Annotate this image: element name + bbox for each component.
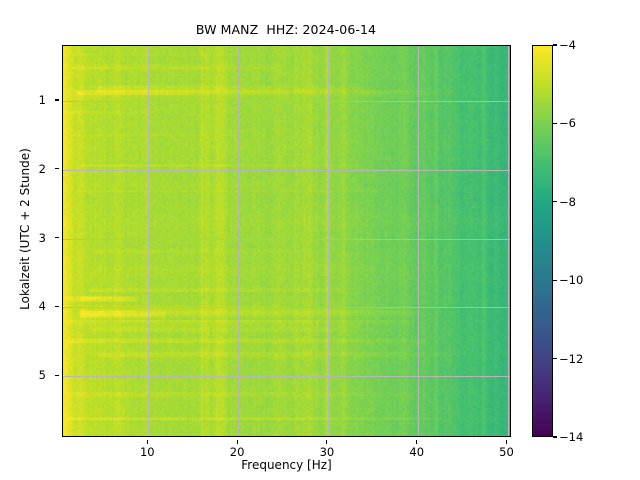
colorbar-tick-label-2: −8 — [559, 194, 576, 209]
y-tick-label-4: 4 — [38, 299, 46, 314]
y-tick-mark-2 — [55, 168, 59, 170]
spectrogram-axes[interactable] — [62, 45, 511, 437]
colorbar-tick-label-5: −14 — [559, 430, 584, 444]
y-tick-mark-3 — [55, 236, 59, 239]
x-tick-mark-20 — [236, 440, 238, 444]
x-axis-label: Frequency [Hz] — [241, 458, 332, 472]
colorbar-tick-label-3: −10 — [559, 273, 584, 288]
spectrogram-image — [63, 46, 510, 436]
x-tick-label-10: 10 — [139, 445, 155, 459]
page-title: BW MANZ HHZ: 2024-06-14 — [195, 22, 377, 37]
x-tick-label-50: 50 — [499, 445, 514, 459]
y-tick-label-3: 3 — [38, 230, 46, 245]
colorbar-tick-mark-1 — [553, 122, 557, 124]
colorbar-tick-label-0: −4 — [559, 38, 576, 52]
x-tick-mark-50 — [505, 440, 508, 444]
y-tick-label-2: 2 — [38, 161, 46, 176]
colorbar-tick-mark-5 — [553, 436, 557, 438]
x-tick-label-20: 20 — [229, 445, 245, 459]
colorbar[interactable] — [532, 45, 553, 437]
y-axis-ticks: 1 2 3 4 5 — [0, 45, 59, 437]
y-tick-mark-4 — [55, 305, 59, 307]
y-tick-mark-5 — [55, 374, 59, 376]
x-tick-mark-30 — [326, 440, 328, 444]
x-tick-label-30: 30 — [319, 445, 335, 459]
colorbar-tick-label-1: −6 — [559, 116, 576, 131]
colorbar-tick-label-4: −12 — [559, 351, 584, 366]
y-tick-label-5: 5 — [38, 368, 46, 383]
colorbar-tick-mark-2 — [553, 201, 557, 203]
y-tick-mark-1 — [55, 99, 59, 101]
y-tick-label-1: 1 — [38, 93, 46, 108]
x-axis-ticks: 10 20 30 40 50 — [62, 440, 514, 460]
colorbar-gradient — [533, 46, 552, 436]
colorbar-tick-mark-4 — [553, 358, 557, 360]
x-tick-label-40: 40 — [409, 445, 425, 459]
colorbar-tick-mark-0 — [553, 44, 557, 46]
y-axis-label: Lokalzeit (UTC + 2 Stunde) — [18, 148, 32, 310]
x-tick-mark-10 — [146, 440, 148, 444]
colorbar-tick-mark-3 — [553, 279, 557, 281]
x-tick-mark-40 — [416, 440, 418, 444]
